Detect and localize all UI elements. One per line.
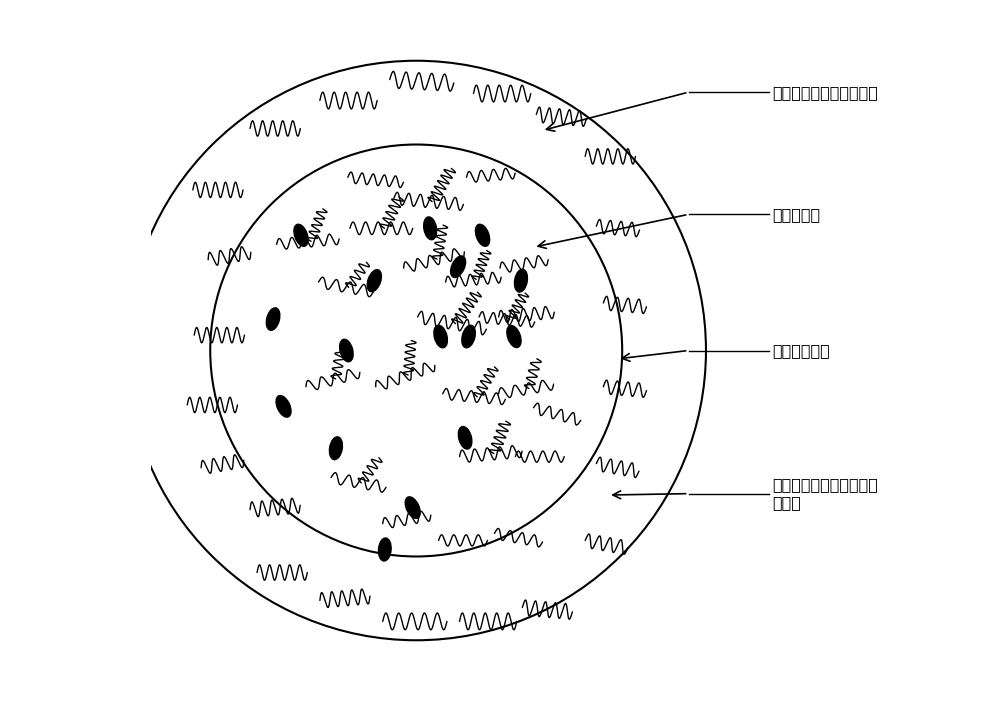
Ellipse shape: [514, 269, 527, 292]
Text: 白腐菌孢子: 白腐菌孢子: [772, 207, 820, 222]
Text: 氯化钙－羚甲基纤维素鑰
水溶液: 氯化钙－羚甲基纤维素鑰 水溶液: [772, 477, 878, 510]
Ellipse shape: [434, 325, 447, 348]
Ellipse shape: [294, 224, 308, 246]
Text: 白腐菌胞外酶交联聚集体: 白腐菌胞外酶交联聚集体: [772, 85, 878, 100]
Ellipse shape: [462, 325, 475, 348]
Text: 海藻酸钙凝胶: 海藻酸钙凝胶: [772, 343, 830, 358]
Ellipse shape: [276, 395, 291, 417]
Ellipse shape: [507, 325, 521, 348]
Ellipse shape: [266, 308, 280, 330]
Ellipse shape: [458, 426, 472, 449]
Ellipse shape: [405, 497, 420, 518]
Ellipse shape: [475, 224, 490, 246]
Ellipse shape: [367, 270, 381, 292]
Ellipse shape: [424, 217, 437, 240]
Ellipse shape: [329, 437, 342, 460]
Ellipse shape: [451, 256, 466, 278]
Ellipse shape: [378, 538, 391, 561]
Ellipse shape: [340, 339, 353, 362]
